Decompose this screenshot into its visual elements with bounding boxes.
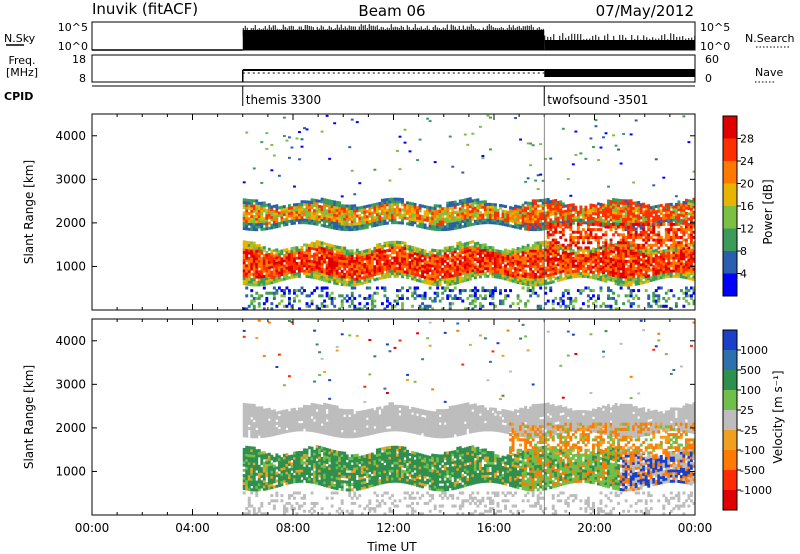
colorbar-segment [723, 251, 737, 274]
search-noise-trace [544, 40, 695, 50]
colorbar-segment [723, 370, 737, 391]
colorbar-tick-label: 16 [740, 200, 754, 213]
x-tick-label: 16:00 [477, 521, 512, 535]
colorbar-tick-label: 25 [740, 404, 754, 417]
velocity-panel: 1000 2000 3000 4000 00:00 04:00 08:00 12:00 16:0… [22, 318, 785, 554]
colorbar-segment [723, 206, 737, 229]
colorbar-segment [723, 490, 737, 511]
freq-tick-top: 18 [72, 53, 86, 66]
colorbar-tick-label: 24 [740, 155, 754, 168]
colorbar-tick-label: 500 [740, 364, 761, 377]
frequency-trace-late [544, 69, 695, 77]
x-tick-label: 20:00 [577, 521, 612, 535]
colorbar-tick-label: -100 [740, 444, 765, 457]
cpid-label: CPID [4, 90, 33, 103]
station-title: Inuvik (fitACF) [92, 0, 198, 18]
x-tick-label: 00:00 [75, 521, 110, 535]
nave-tick-bottom: 0 [705, 72, 712, 85]
y-tick-label: 3000 [55, 377, 86, 391]
colorbar-segment [723, 161, 737, 184]
y-tick-label: 1000 [55, 464, 86, 478]
noise-left-label: N.Sky [4, 32, 36, 45]
freq-tick-bottom: 8 [79, 72, 86, 85]
noise-left-tick-bottom: 10^0 [58, 40, 88, 53]
colorbar-tick-label: 100 [740, 384, 761, 397]
colorbar-segment [723, 183, 737, 207]
freq-label-line2: [MHz] [6, 66, 38, 79]
x-tick-label: 04:00 [175, 521, 210, 535]
power-panel: 1000 2000 3000 4000 Slant Range [km] 4 8 12 16… [22, 113, 775, 311]
cpid-panel: CPID themis 3300 twofsound -3501 [4, 85, 695, 107]
colorbar-tick-label: -25 [740, 424, 758, 437]
noise-right-tick-top: 10^5 [700, 21, 730, 34]
nave-label: Nave [755, 66, 783, 79]
y-tick-label: 1000 [55, 259, 86, 273]
power-colorbar-label: Power [dB] [761, 179, 775, 244]
colorbar-segment [723, 138, 737, 162]
cpid-program-label: themis 3300 [246, 93, 321, 107]
velocity-ylabel: Slant Range [km] [22, 365, 36, 469]
y-tick-label: 3000 [55, 172, 86, 186]
colorbar-segment [723, 450, 737, 471]
x-axis-label: Time UT [366, 540, 417, 554]
colorbar-segment [723, 410, 737, 431]
colorbar-tick-label: 12 [740, 223, 754, 236]
colorbar-tick-label: -500 [740, 464, 765, 477]
colorbar-segment [723, 390, 737, 411]
frequency-panel: Freq. [MHz] 18 8 60 0 Nave [6, 53, 784, 85]
x-tick-label: 08:00 [276, 521, 311, 535]
noise-right-label: N.Search [745, 32, 795, 45]
y-tick-label: 4000 [55, 129, 86, 143]
y-tick-label: 4000 [55, 334, 86, 348]
colorbar-segment [723, 330, 737, 351]
date-title: 07/May/2012 [596, 2, 694, 20]
nave-tick-top: 60 [705, 53, 719, 66]
colorbar-tick-label: 28 [740, 133, 754, 146]
colorbar-segment [723, 430, 737, 451]
colorbar-segment [723, 116, 737, 139]
noise-right-tick-bottom: 10^0 [700, 40, 730, 53]
colorbar-tick-label: -1000 [740, 484, 772, 497]
x-tick-label: 00:00 [678, 521, 713, 535]
cpid-program-label: twofsound -3501 [547, 93, 648, 107]
sky-noise-trace [242, 30, 545, 50]
colorbar-tick-label: 8 [740, 245, 747, 258]
beam-title: Beam 06 [358, 2, 425, 20]
colorbar-tick-label: 1000 [740, 344, 768, 357]
colorbar-tick-label: 4 [740, 268, 747, 281]
noise-left-tick-top: 10^5 [58, 21, 88, 34]
colorbar-segment [723, 470, 737, 491]
power-ylabel: Slant Range [km] [22, 160, 36, 264]
x-tick-label: 12:00 [376, 521, 411, 535]
colorbar-tick-label: 20 [740, 178, 754, 191]
velocity-colorbar-label: Velocity [m s⁻¹] [771, 370, 785, 463]
colorbar-segment [723, 228, 737, 252]
y-tick-label: 2000 [55, 421, 86, 435]
y-tick-label: 2000 [55, 216, 86, 230]
freq-label-line1: Freq. [8, 54, 35, 67]
noise-panel: N.Sky 10^5 10^0 10^5 10^0 N.Search [4, 21, 795, 53]
colorbar-segment [723, 350, 737, 371]
colorbar-segment [723, 273, 737, 297]
